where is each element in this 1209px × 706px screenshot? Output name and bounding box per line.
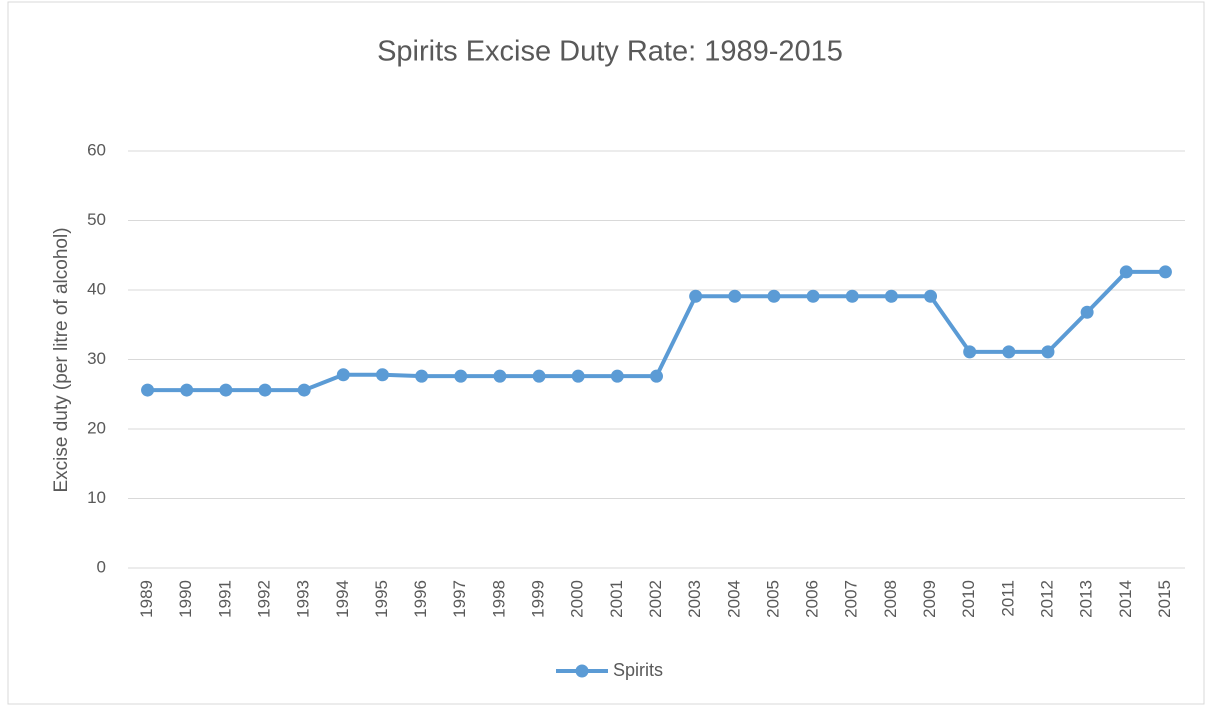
x-tick-label: 2008 <box>881 580 900 618</box>
x-tick-label: 1990 <box>176 580 195 618</box>
point <box>884 289 898 303</box>
chart-title: Spirits Excise Duty Rate: 1989-2015 <box>377 36 843 68</box>
y-tick-label: 50 <box>87 210 106 229</box>
point <box>767 289 781 303</box>
x-tick-label: 2004 <box>724 580 743 618</box>
y-tick-label: 60 <box>87 140 106 159</box>
legend-marker <box>575 664 589 678</box>
point <box>924 289 938 303</box>
point <box>1002 345 1016 359</box>
x-tick-label: 2015 <box>1155 580 1174 618</box>
y-tick-label: 30 <box>87 349 106 368</box>
point <box>1119 265 1133 279</box>
point <box>454 369 468 383</box>
x-tick-label: 2009 <box>920 580 939 618</box>
point <box>180 383 194 397</box>
point <box>689 289 703 303</box>
y-tick-label: 20 <box>87 418 106 437</box>
y-tick-label: 10 <box>87 488 106 507</box>
point <box>1041 345 1055 359</box>
point <box>336 368 350 382</box>
point <box>493 369 507 383</box>
x-tick-label: 2007 <box>842 580 861 618</box>
point <box>219 383 233 397</box>
point <box>650 369 663 383</box>
x-tick-label: 2010 <box>959 580 978 618</box>
point <box>532 369 546 383</box>
x-tick-label: 1991 <box>215 580 234 618</box>
x-tick-label: 1994 <box>333 580 352 618</box>
point <box>415 369 429 383</box>
x-tick-label: 2002 <box>646 580 665 618</box>
x-tick-label: 1996 <box>411 580 430 618</box>
x-tick-label: 2005 <box>763 580 782 618</box>
x-tick-label: 2006 <box>803 580 822 618</box>
x-tick-label: 1993 <box>294 580 313 618</box>
x-tick-label: 1997 <box>450 580 469 618</box>
x-tick-label: 2014 <box>1116 580 1135 618</box>
point <box>1080 305 1094 319</box>
point <box>610 369 624 383</box>
point <box>571 369 585 383</box>
x-tick-label: 1998 <box>489 580 508 618</box>
point <box>258 383 272 397</box>
legend-label: Spirits <box>613 660 663 680</box>
x-tick-label: 1999 <box>529 580 548 618</box>
x-tick-label: 2011 <box>998 580 1017 617</box>
point <box>375 368 389 382</box>
y-axis-label: Excise duty (per litre of alcohol) <box>51 227 72 492</box>
x-tick-label: 2003 <box>685 580 704 618</box>
point <box>845 289 859 303</box>
y-tick-label: 0 <box>97 557 106 576</box>
x-tick-label: 2013 <box>1077 580 1096 618</box>
x-tick-label: 2012 <box>1037 580 1056 618</box>
x-tick-label: 1995 <box>372 580 391 618</box>
point <box>1158 265 1172 279</box>
point <box>806 289 820 303</box>
point <box>297 383 311 397</box>
point <box>728 289 742 303</box>
x-tick-label: 2001 <box>607 580 626 618</box>
point <box>963 345 977 359</box>
x-tick-label: 1992 <box>255 580 274 618</box>
y-tick-label: 40 <box>87 279 106 298</box>
point <box>141 383 155 397</box>
x-tick-label: 2000 <box>568 580 587 618</box>
x-tick-label: 1989 <box>137 580 156 618</box>
